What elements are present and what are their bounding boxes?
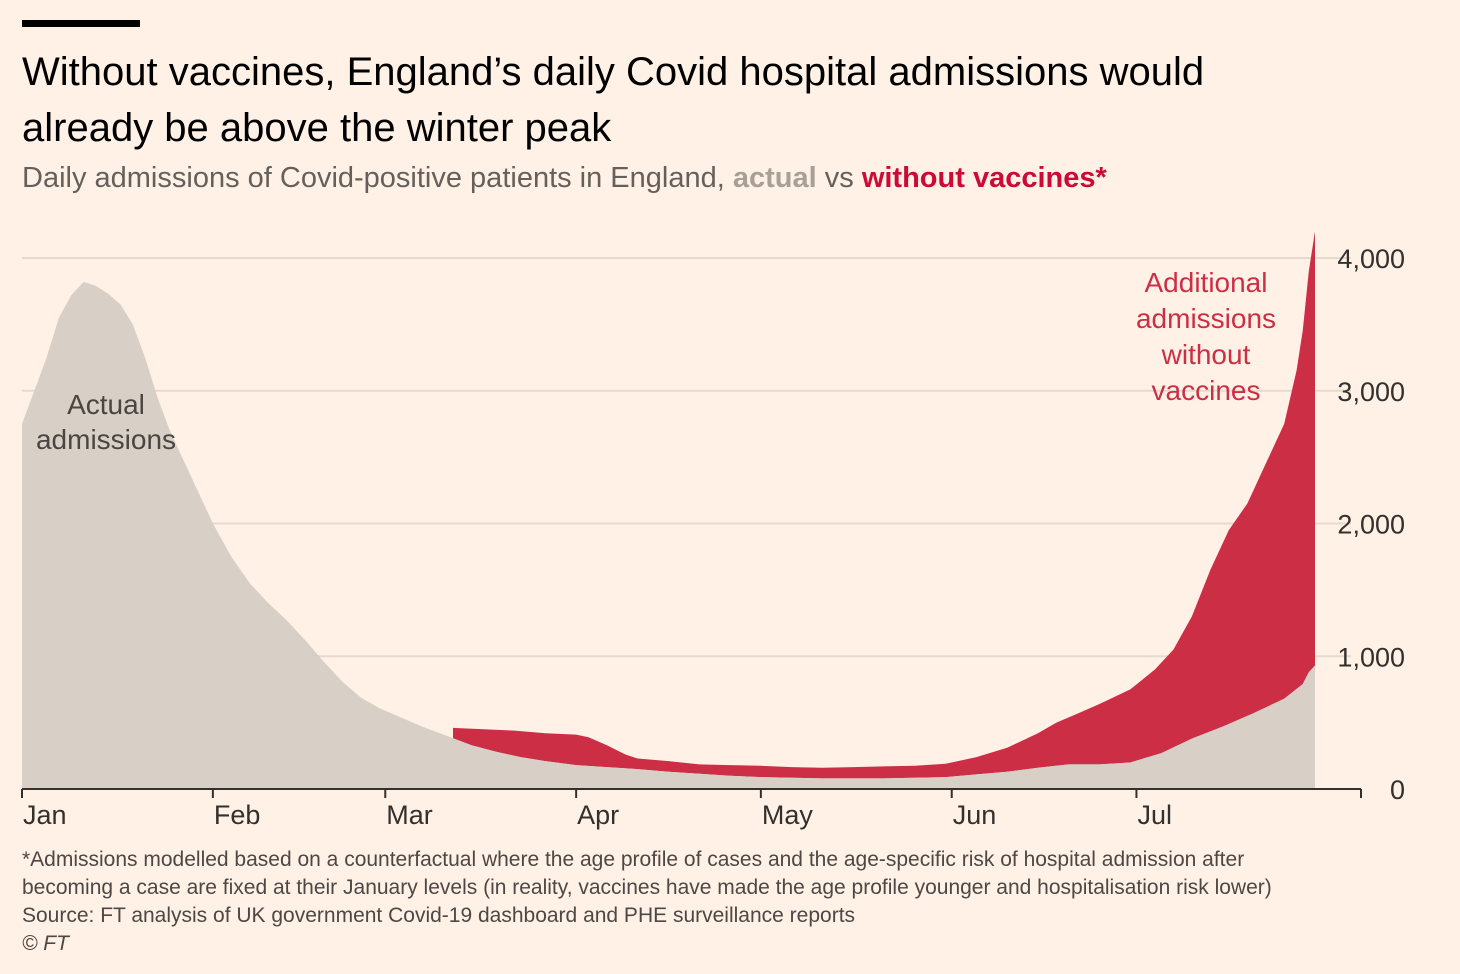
additional-admissions-label: admissions — [1136, 303, 1276, 334]
subtitle-without: without vaccines* — [861, 162, 1107, 194]
subtitle-actual: actual — [732, 162, 817, 194]
y-tick-label: 1,000 — [1337, 642, 1405, 672]
actual-admissions-label: admissions — [36, 424, 176, 455]
additional-admissions-label: without — [1161, 339, 1251, 370]
x-tick-label: Feb — [214, 800, 261, 830]
series-without-vaccines-area — [453, 231, 1315, 779]
grid-lines — [22, 257, 1351, 658]
x-tick-label: Mar — [386, 800, 433, 830]
x-tick-label: Jun — [953, 800, 997, 830]
annotations: Actual admissions Additional admissions with… — [36, 267, 1276, 455]
subtitle-prefix: Daily admissions of Covid-positive patie… — [22, 162, 733, 194]
x-tick-label: May — [762, 800, 814, 830]
top-rule — [22, 20, 140, 27]
x-axis: Jan Feb Mar Apr May Jun Jul — [21, 788, 1362, 830]
x-tick-label: Apr — [577, 800, 619, 830]
footnote-line-1: *Admissions modelled based on a counterf… — [22, 848, 1245, 871]
source-note: Source: FT analysis of UK government Cov… — [22, 904, 856, 927]
additional-admissions-label: Additional — [1145, 267, 1268, 298]
series-actual-area — [22, 281, 1315, 789]
chart-title: Without vaccines, England’s daily Covid … — [22, 50, 1205, 150]
copyright: © FT — [22, 932, 69, 955]
actual-admissions-label: Actual — [67, 389, 145, 420]
footnote-line-2: becoming a case are fixed at their Janua… — [22, 876, 1272, 899]
y-tick-label: 0 — [1390, 775, 1405, 805]
y-tick-label: 4,000 — [1337, 244, 1405, 274]
y-tick-label: 3,000 — [1337, 377, 1405, 407]
additional-admissions-label: vaccines — [1152, 375, 1261, 406]
x-tick-label: Jan — [23, 800, 67, 830]
y-axis: 0 1,000 2,000 3,000 4,000 — [1337, 244, 1405, 805]
x-tick-label: Jul — [1137, 800, 1172, 830]
footnote: *Admissions modelled based on a counterf… — [22, 846, 1442, 958]
y-tick-label: 2,000 — [1337, 510, 1405, 540]
chart-subtitle: Daily admissions of Covid-positive patie… — [22, 158, 1107, 198]
subtitle-vs: vs — [816, 162, 862, 194]
